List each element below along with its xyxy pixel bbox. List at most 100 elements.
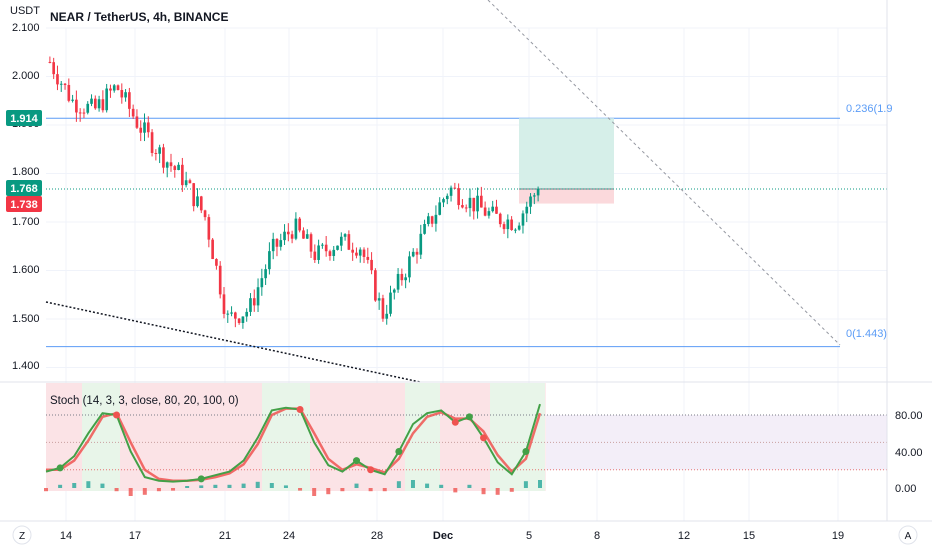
- stoch-zone-bg: [46, 383, 82, 491]
- candle-body: [162, 147, 165, 168]
- stoch-hist-bar: [495, 488, 500, 495]
- stoch-hist-bar: [396, 481, 401, 488]
- candle-body: [112, 85, 116, 91]
- candle-body: [358, 249, 362, 256]
- time-tick: 15: [743, 530, 755, 542]
- price-tick: 1.500: [12, 313, 40, 325]
- zoom-button[interactable]: Z: [12, 525, 32, 545]
- stoch-hist-bar: [171, 488, 176, 491]
- stoch-cross-dot: [56, 464, 64, 472]
- stoch-band-fill: [546, 415, 887, 470]
- candle-body: [90, 98, 93, 104]
- candle-body: [215, 259, 218, 266]
- position-loss-zone: [519, 189, 614, 204]
- candle-body: [502, 224, 506, 230]
- time-tick: 28: [371, 530, 383, 542]
- candle-body: [192, 183, 196, 207]
- stoch-hist-bar: [523, 481, 528, 488]
- candle-body: [279, 240, 283, 247]
- stoch-hist-bar: [467, 484, 472, 488]
- price-tag-last: 1.768: [6, 180, 42, 196]
- candle-body: [476, 195, 479, 212]
- candle-body: [434, 214, 438, 224]
- candle-body: [71, 99, 74, 101]
- candle-body: [135, 116, 139, 128]
- stoch-cross-dot: [465, 413, 473, 421]
- candle-body: [449, 187, 453, 196]
- stoch-hist-bar: [453, 488, 458, 493]
- candle-body: [532, 195, 536, 197]
- candle-body: [313, 251, 317, 260]
- trendline-dashed: [487, 0, 841, 346]
- candle-body: [392, 289, 396, 293]
- stoch-zone-bg: [490, 383, 545, 491]
- stoch-hist-bar: [481, 488, 486, 495]
- candle-body: [343, 234, 347, 237]
- candle-body: [165, 162, 169, 168]
- stoch-cross-dot: [197, 475, 205, 483]
- stoch-hist-bar: [156, 488, 161, 492]
- candle-body: [222, 294, 226, 314]
- stoch-hist-bar: [538, 480, 542, 488]
- candle-body: [230, 312, 233, 314]
- candle-body: [120, 89, 124, 98]
- candle-body: [370, 259, 373, 271]
- candle-body: [514, 229, 517, 231]
- stoch-hist-bar: [269, 483, 274, 488]
- candle-body: [536, 189, 540, 196]
- stoch-hist-bar: [44, 488, 48, 492]
- candle-body: [67, 84, 71, 101]
- candle-body: [184, 180, 188, 186]
- stoch-cross-dot: [451, 418, 459, 426]
- auto-scale-button[interactable]: A: [898, 525, 918, 545]
- candle-body: [510, 219, 513, 231]
- candle-body: [332, 249, 336, 256]
- price-tag-label: 1.738: [10, 199, 38, 211]
- candle-body: [275, 238, 279, 247]
- price-tag-label: 1.914: [10, 113, 38, 125]
- stoch-tick: 0.00: [895, 483, 916, 495]
- stoch-hist-bar: [255, 481, 260, 488]
- candle-body: [351, 249, 354, 253]
- candle-body: [203, 210, 207, 218]
- candle-body: [321, 244, 324, 246]
- candle-body: [86, 103, 90, 113]
- candle-body: [302, 230, 305, 239]
- candle-body: [78, 112, 82, 114]
- quote-currency-label: USDT: [10, 5, 40, 17]
- candle-body: [362, 249, 366, 257]
- candle-body: [525, 206, 529, 214]
- candle-body: [139, 127, 143, 133]
- candle-body: [480, 195, 483, 208]
- stoch-hist-bar: [241, 483, 246, 488]
- candle-body: [305, 234, 309, 239]
- candle-body: [495, 206, 498, 214]
- candle-body: [328, 251, 332, 256]
- stoch-hist-bar: [298, 488, 303, 491]
- candle-body: [82, 112, 86, 114]
- candle-body: [264, 269, 267, 279]
- price-tag-label: 1.768: [10, 183, 38, 195]
- stoch-hist-bar: [185, 486, 190, 488]
- candle-body: [181, 164, 184, 186]
- position-profit-zone: [519, 118, 614, 190]
- candle-body: [207, 217, 211, 240]
- candle-body: [498, 213, 502, 225]
- candle-body: [317, 245, 320, 260]
- time-tick: 8: [594, 530, 600, 542]
- stoch-hist-bar: [509, 488, 514, 492]
- candle-body: [196, 196, 199, 207]
- stoch-cross-dot: [395, 448, 403, 455]
- candle-body: [404, 277, 407, 281]
- stoch-hist-bar: [128, 488, 133, 496]
- candle-body: [256, 287, 260, 306]
- candle-body: [63, 83, 67, 85]
- stoch-hist-bar: [213, 484, 218, 488]
- candle-body: [260, 278, 264, 288]
- candle-body: [457, 188, 460, 206]
- candle-body: [461, 205, 464, 208]
- stoch-hist-bar: [368, 488, 373, 492]
- candle-body: [158, 147, 161, 154]
- stoch-hist-bar: [425, 483, 430, 488]
- time-tick: 21: [219, 530, 231, 542]
